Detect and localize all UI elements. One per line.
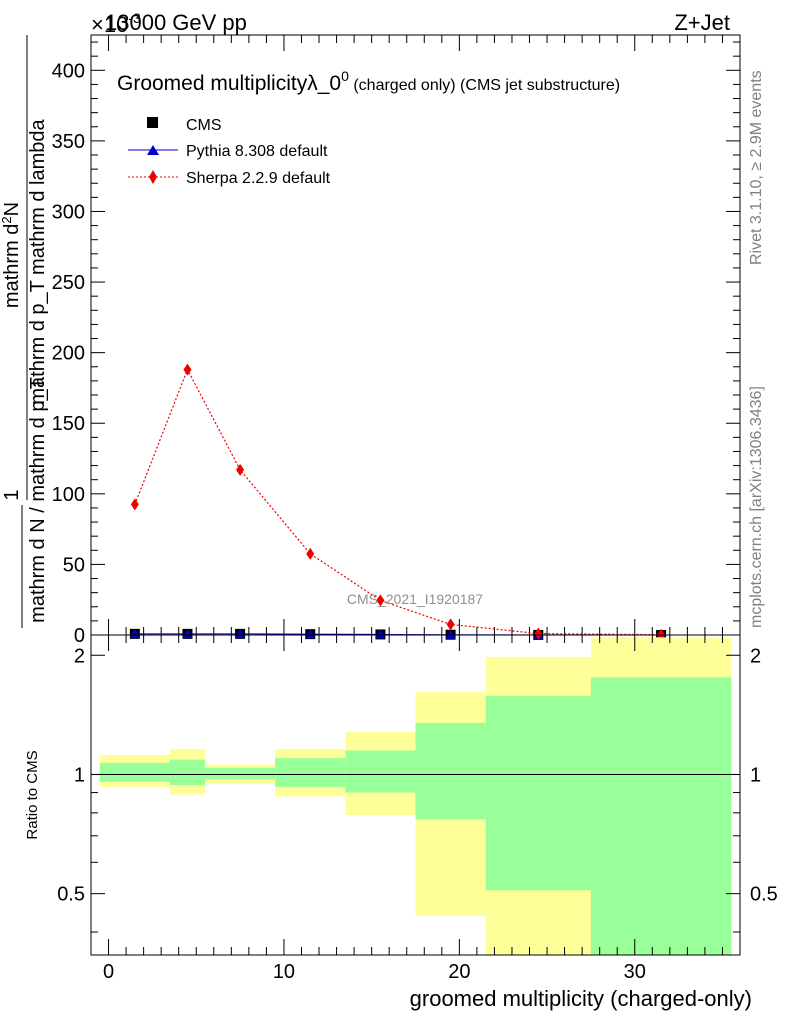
main-y-tick-label: 400: [52, 60, 85, 82]
ratio-inner-band: [275, 758, 346, 787]
mcplots-label: mcplots.cern.ch [arXiv:1306.3436]: [748, 386, 765, 628]
exponent-label: ×10-3: [91, 10, 141, 37]
main-y-tick-label: 150: [52, 413, 85, 435]
ylabel-prefactor-den: mathrm d N / mathrm d p_T: [27, 377, 49, 623]
sherpa-point: [183, 363, 192, 376]
pythia-point: [445, 629, 456, 639]
ylabel-denominator: mathrm d p_T mathrm d lambda: [27, 118, 49, 404]
main-y-label: mathrm d2N mathrm d p_T mathrm d lambda …: [0, 35, 49, 628]
sherpa-point: [236, 463, 245, 476]
legend-pythia-label: Pythia 8.308 default: [186, 143, 328, 160]
ratio-inner-band: [590, 677, 732, 955]
x-axis-label: groomed multiplicity (charged-only): [410, 986, 752, 1011]
ratio-inner-band: [169, 759, 206, 786]
rivet-label: Rivet 3.1.10, ≥ 2.9M events: [748, 70, 765, 265]
ratio-y-label: Ratio to CMS: [24, 750, 41, 839]
pythia-point: [305, 629, 316, 639]
sherpa-series-line: [134, 368, 662, 636]
pythia-point: [235, 628, 246, 638]
main-y-tick-label: 100: [52, 484, 85, 506]
ratio-inner-band: [205, 767, 276, 780]
pythia-point: [375, 629, 386, 639]
energy-label: 13000 GeV pp: [105, 10, 247, 35]
sherpa-point: [376, 594, 385, 607]
legend-cms-marker: [147, 117, 158, 128]
sherpa-point: [446, 618, 455, 631]
ratio-inner-band: [415, 722, 486, 820]
pythia-point: [182, 628, 193, 638]
pythia-point: [129, 628, 140, 638]
legend-sherpa-marker: [149, 170, 157, 184]
ylabel-prefactor-num: 1: [1, 489, 23, 500]
main-y-ticks: 0 50 100 150 200 250 300 350 400: [52, 41, 740, 647]
main-y-tick-label: 350: [52, 131, 85, 153]
x-tick-label: 0: [103, 961, 114, 983]
ylabel-numerator: mathrm d2N: [0, 202, 23, 308]
ratio-y-tick-label: 0.5: [57, 884, 85, 906]
ratio-y-tick-label-right: 0.5: [750, 884, 778, 906]
sherpa-point: [130, 498, 139, 511]
main-y-tick-label: 200: [52, 343, 85, 365]
ratio-y-tick-label-right: 2: [750, 645, 761, 667]
legend-pythia-marker: [147, 145, 159, 155]
main-y-tick-label: 300: [52, 201, 85, 223]
sherpa-point: [534, 627, 543, 640]
legend-cms-label: CMS: [186, 117, 222, 134]
x-tick-label: 10: [273, 961, 295, 983]
x-tick-label: 20: [448, 961, 470, 983]
ratio-y-ticks: 0.5 0.5 1 1 2 2: [57, 645, 778, 933]
ratio-y-tick-label: 2: [74, 645, 85, 667]
x-tick-label: 30: [624, 961, 646, 983]
ratio-frame: [90, 634, 741, 956]
main-y-tick-label: 0: [74, 625, 85, 647]
ratio-bands: [99, 637, 732, 955]
legend: CMS Pythia 8.308 default Sherpa 2.2.9 de…: [128, 117, 331, 187]
ratio-inner-band: [345, 750, 416, 793]
main-y-tick-label: 250: [52, 272, 85, 294]
chart-title: Groomed multiplicityλ_00 (charged only) …: [117, 68, 620, 95]
ratio-inner-band: [99, 762, 170, 782]
ratio-y-tick-label-right: 1: [750, 764, 761, 786]
main-x-ticks: [108, 35, 741, 635]
ratio-panel: 0.5 0.5 1 1 2 2 0 10 20 30 Ratio to CMS groomed …: [24, 634, 778, 1011]
ratio-y-tick-label: 1: [74, 764, 85, 786]
sherpa-point: [306, 547, 315, 560]
analysis-label: CMS_2021_I1920187: [347, 591, 483, 607]
main-panel: 0 50 100 150 200 250 300 350 400 Groomed multipl…: [0, 34, 741, 647]
legend-sherpa-label: Sherpa 2.2.9 default: [186, 170, 331, 187]
ratio-x-ticks: 0 10 20 30: [103, 635, 741, 983]
main-y-tick-label: 50: [63, 554, 85, 576]
ratio-inner-band: [485, 695, 591, 891]
process-label: Z+Jet: [674, 10, 730, 35]
